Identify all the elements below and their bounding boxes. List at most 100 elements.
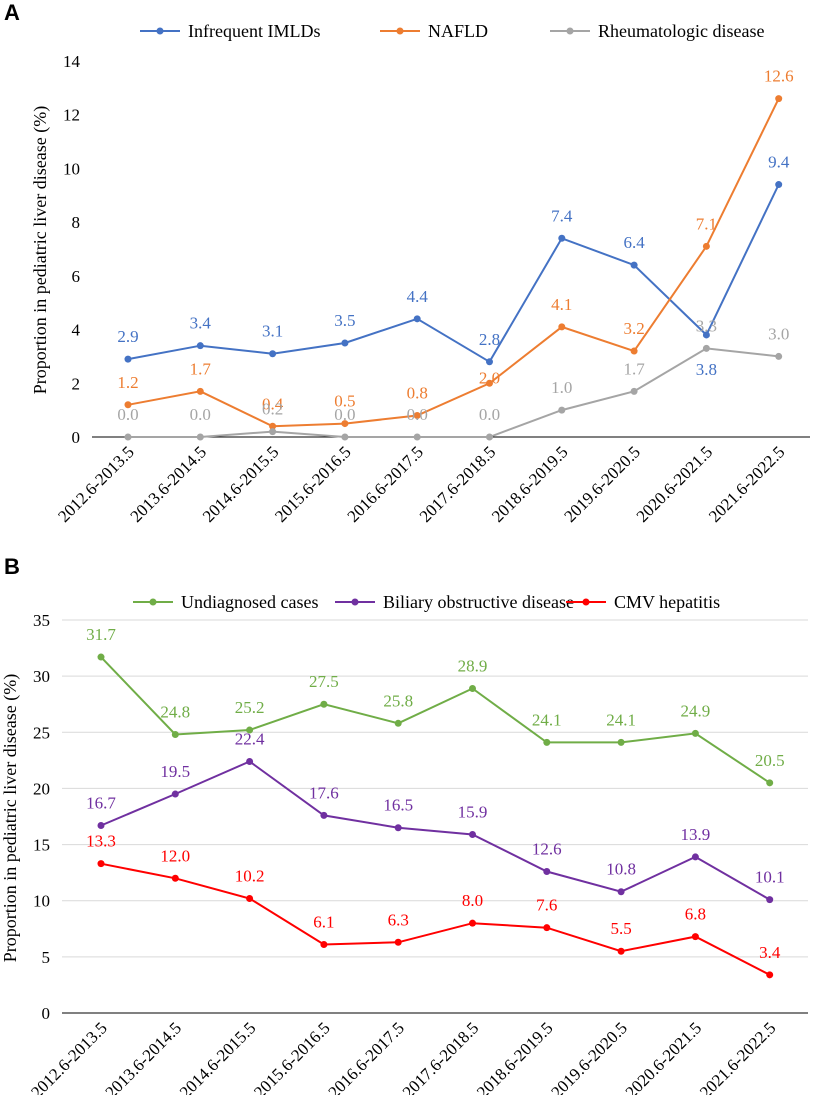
data-point [124,433,132,441]
series-biliary-obstructive-disease: 16.7 19.5 22.4 17.6 16.5 15.9 12.6 10.8 13.9 10.1 [86,729,785,904]
x-tick-label: 2012.6-2013.5 [27,1018,111,1095]
data-label: 3.4 [190,314,212,333]
legend-item: Infrequent IMLDs [140,21,320,41]
data-label: 5.5 [610,919,631,938]
data-point [617,888,625,896]
legend-label: Infrequent IMLDs [188,21,320,41]
data-point [766,779,774,787]
data-label: 0.0 [117,405,138,424]
data-point [97,653,105,661]
data-label: 16.5 [383,796,413,815]
legend-marker [582,598,590,606]
data-label: 0.0 [479,405,500,424]
x-tick-label: 2017.6-2018.5 [399,1018,483,1095]
data-point [558,323,566,331]
data-label: 6.8 [685,905,706,924]
data-point [486,433,493,441]
data-label: 16.7 [86,793,116,812]
data-point [246,726,254,734]
data-label: 3.2 [623,319,644,338]
data-label: 12.6 [764,67,794,86]
data-label: 0.8 [407,384,428,403]
data-point [617,738,625,746]
data-label: 19.5 [160,762,190,781]
x-tick-label: 2019.6-2020.5 [560,442,644,526]
panel-a-legend: Infrequent IMLDs NAFLD Rheumatologic disea… [140,21,764,41]
data-point [543,868,551,876]
series-line [100,656,771,784]
legend-item: Biliary obstructive disease [335,592,574,612]
series-line [100,760,771,901]
data-point [269,428,277,436]
y-tick-label: 8 [72,213,81,232]
data-label: 12.0 [160,846,190,865]
data-point [469,919,476,927]
data-label: 1.7 [190,359,212,378]
data-label: 13.3 [86,832,116,851]
data-point [766,896,774,904]
data-point [320,941,328,949]
x-tick-label: 2015.6-2016.5 [250,1018,334,1095]
y-tick-label: 30 [33,667,50,686]
data-point [630,261,638,269]
series-rheumatologic-disease: 0.0 0.0 0.2 0.0 0.0 0.0 1.0 1.7 3.3 3.0 [117,316,789,441]
data-label: 1.7 [623,359,645,378]
series-line [127,98,780,428]
data-point [269,350,277,358]
data-point [775,181,783,189]
data-label: 8.0 [462,891,483,910]
legend-label: NAFLD [428,21,488,41]
panel-b-legend: Undiagnosed cases Biliary obstructive dis… [133,592,720,612]
x-tick-label: 2016.6-2017.5 [324,1018,408,1095]
legend-label: Rheumatologic disease [598,21,764,41]
data-label: 0.0 [407,405,428,424]
x-tick-label: 2020.6-2021.5 [622,1018,706,1095]
series-cmv-hepatitis: 13.3 12.0 10.2 6.1 6.3 8.0 7.6 5.5 6.8 3.4 [86,832,781,979]
data-label: 31.7 [86,625,116,644]
data-point [394,719,402,727]
data-label: 10.2 [235,866,265,885]
y-tick-label: 35 [33,611,50,630]
data-label: 6.4 [623,233,645,252]
panel-a-series: 2.93.4 3.13.54.42.87.46.43.89.41.21.70.4 0… [117,67,794,441]
data-point [394,938,402,946]
legend-label: Biliary obstructive disease [383,592,574,612]
x-tick-label: 2015.6-2016.5 [271,442,355,526]
data-point [630,387,638,395]
x-tick-label: 2012.6-2013.5 [54,442,138,526]
legend-marker [566,27,574,35]
data-point [341,433,349,441]
data-point [630,347,638,355]
data-label: 9.4 [768,153,790,172]
data-label: 27.5 [309,672,339,691]
panel-b-letter: B [4,554,20,579]
panel-b-x-ticks: 2012.6-2013.52013.6-2014.52014.6-2015.52… [27,1018,779,1095]
data-label: 25.2 [235,698,265,717]
data-point [543,924,551,932]
data-label: 2.0 [479,368,500,387]
data-label: 15.9 [458,802,488,821]
legend-item: CMV hepatitis [566,592,720,612]
x-tick-label: 2021.6-2022.5 [705,442,789,526]
series-line [128,347,779,438]
data-point [246,894,254,902]
data-point [702,331,710,339]
data-label: 24.1 [532,710,562,729]
data-label: 3.4 [759,943,781,962]
data-point [171,731,179,739]
data-label: 0.5 [334,392,355,411]
x-tick-label: 2017.6-2018.5 [416,442,500,526]
panel-b-y-axis-title: Proportion in pediatric liver disease (%… [0,674,21,962]
data-label: 2.9 [117,327,138,346]
data-label: 4.4 [407,287,429,306]
x-tick-label: 2013.6-2014.5 [102,1018,186,1095]
data-label: 7.4 [551,206,573,225]
x-tick-label: 2016.6-2017.5 [343,442,427,526]
data-point [246,757,254,765]
data-label: 24.8 [160,703,190,722]
data-point [413,315,421,323]
legend-marker [156,27,164,35]
x-tick-label: 2021.6-2022.5 [696,1018,780,1095]
panel-a-letter: A [4,0,20,25]
